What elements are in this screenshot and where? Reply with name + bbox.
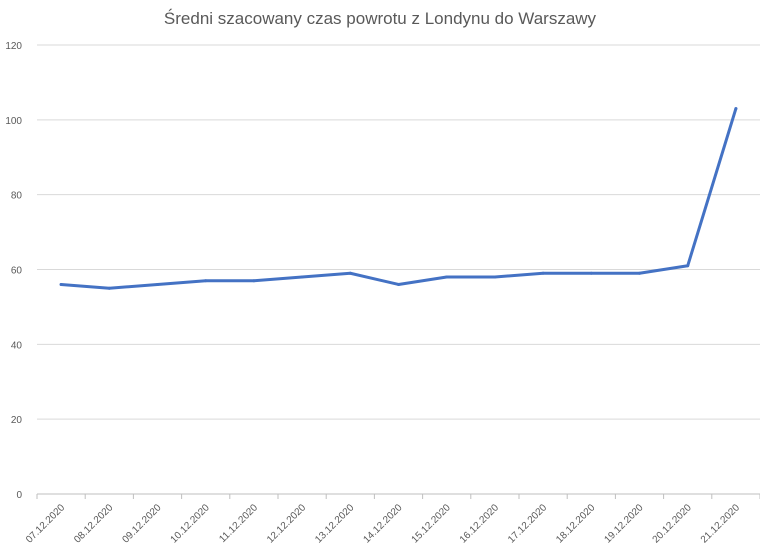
data-point xyxy=(252,279,256,283)
data-point xyxy=(686,264,690,268)
x-tick-label: 14.12.2020 xyxy=(361,502,404,545)
data-point xyxy=(156,282,159,286)
gridlines xyxy=(37,44,760,495)
data-point xyxy=(397,282,400,286)
data-point xyxy=(493,275,497,279)
x-tick-label: 17.12.2020 xyxy=(506,502,549,545)
x-tick-label: 08.12.2020 xyxy=(72,502,115,545)
chart-title: Średni szacowany czas powrotu z Londynu … xyxy=(164,9,597,28)
y-tick-label: 120 xyxy=(5,41,22,52)
x-tick-label: 18.12.2020 xyxy=(554,502,597,545)
y-tick-label: 100 xyxy=(5,116,22,127)
data-point xyxy=(204,279,208,283)
data-point xyxy=(589,271,593,275)
x-tick-label: 15.12.2020 xyxy=(410,502,453,545)
x-tick-label: 16.12.2020 xyxy=(458,502,501,545)
data-point xyxy=(59,282,63,286)
y-tick-label: 20 xyxy=(11,415,23,426)
x-tick-label: 11.12.2020 xyxy=(217,502,260,545)
x-tick-label: 10.12.2020 xyxy=(169,502,212,545)
y-axis-ticks: 0 20 40 60 80 100 120 xyxy=(5,41,22,501)
data-point xyxy=(541,271,545,275)
data-point xyxy=(348,271,352,275)
data-point xyxy=(734,107,738,111)
data-point xyxy=(300,275,304,279)
x-tick-label: 12.12.2020 xyxy=(265,502,308,545)
series-line xyxy=(59,107,738,290)
data-point xyxy=(107,286,111,290)
x-tick-label: 07.12.2020 xyxy=(24,502,67,545)
x-tick-label: 09.12.2020 xyxy=(120,502,163,545)
y-tick-label: 40 xyxy=(11,340,23,351)
y-tick-label: 60 xyxy=(11,266,23,277)
series-layer xyxy=(59,107,738,290)
data-point xyxy=(445,275,449,279)
x-tick-label: 13.12.2020 xyxy=(313,502,356,545)
x-axis-ticks: 07.12.2020 08.12.2020 09.12.2020 10.12.2020… xyxy=(24,494,760,546)
data-point xyxy=(638,271,641,275)
x-tick-label: 19.12.2020 xyxy=(602,502,645,545)
x-tick-label: 20.12.2020 xyxy=(651,502,694,545)
y-tick-label: 80 xyxy=(11,191,23,202)
y-tick-label: 0 xyxy=(16,490,22,501)
x-tick-label: 21.12.2020 xyxy=(699,502,742,545)
